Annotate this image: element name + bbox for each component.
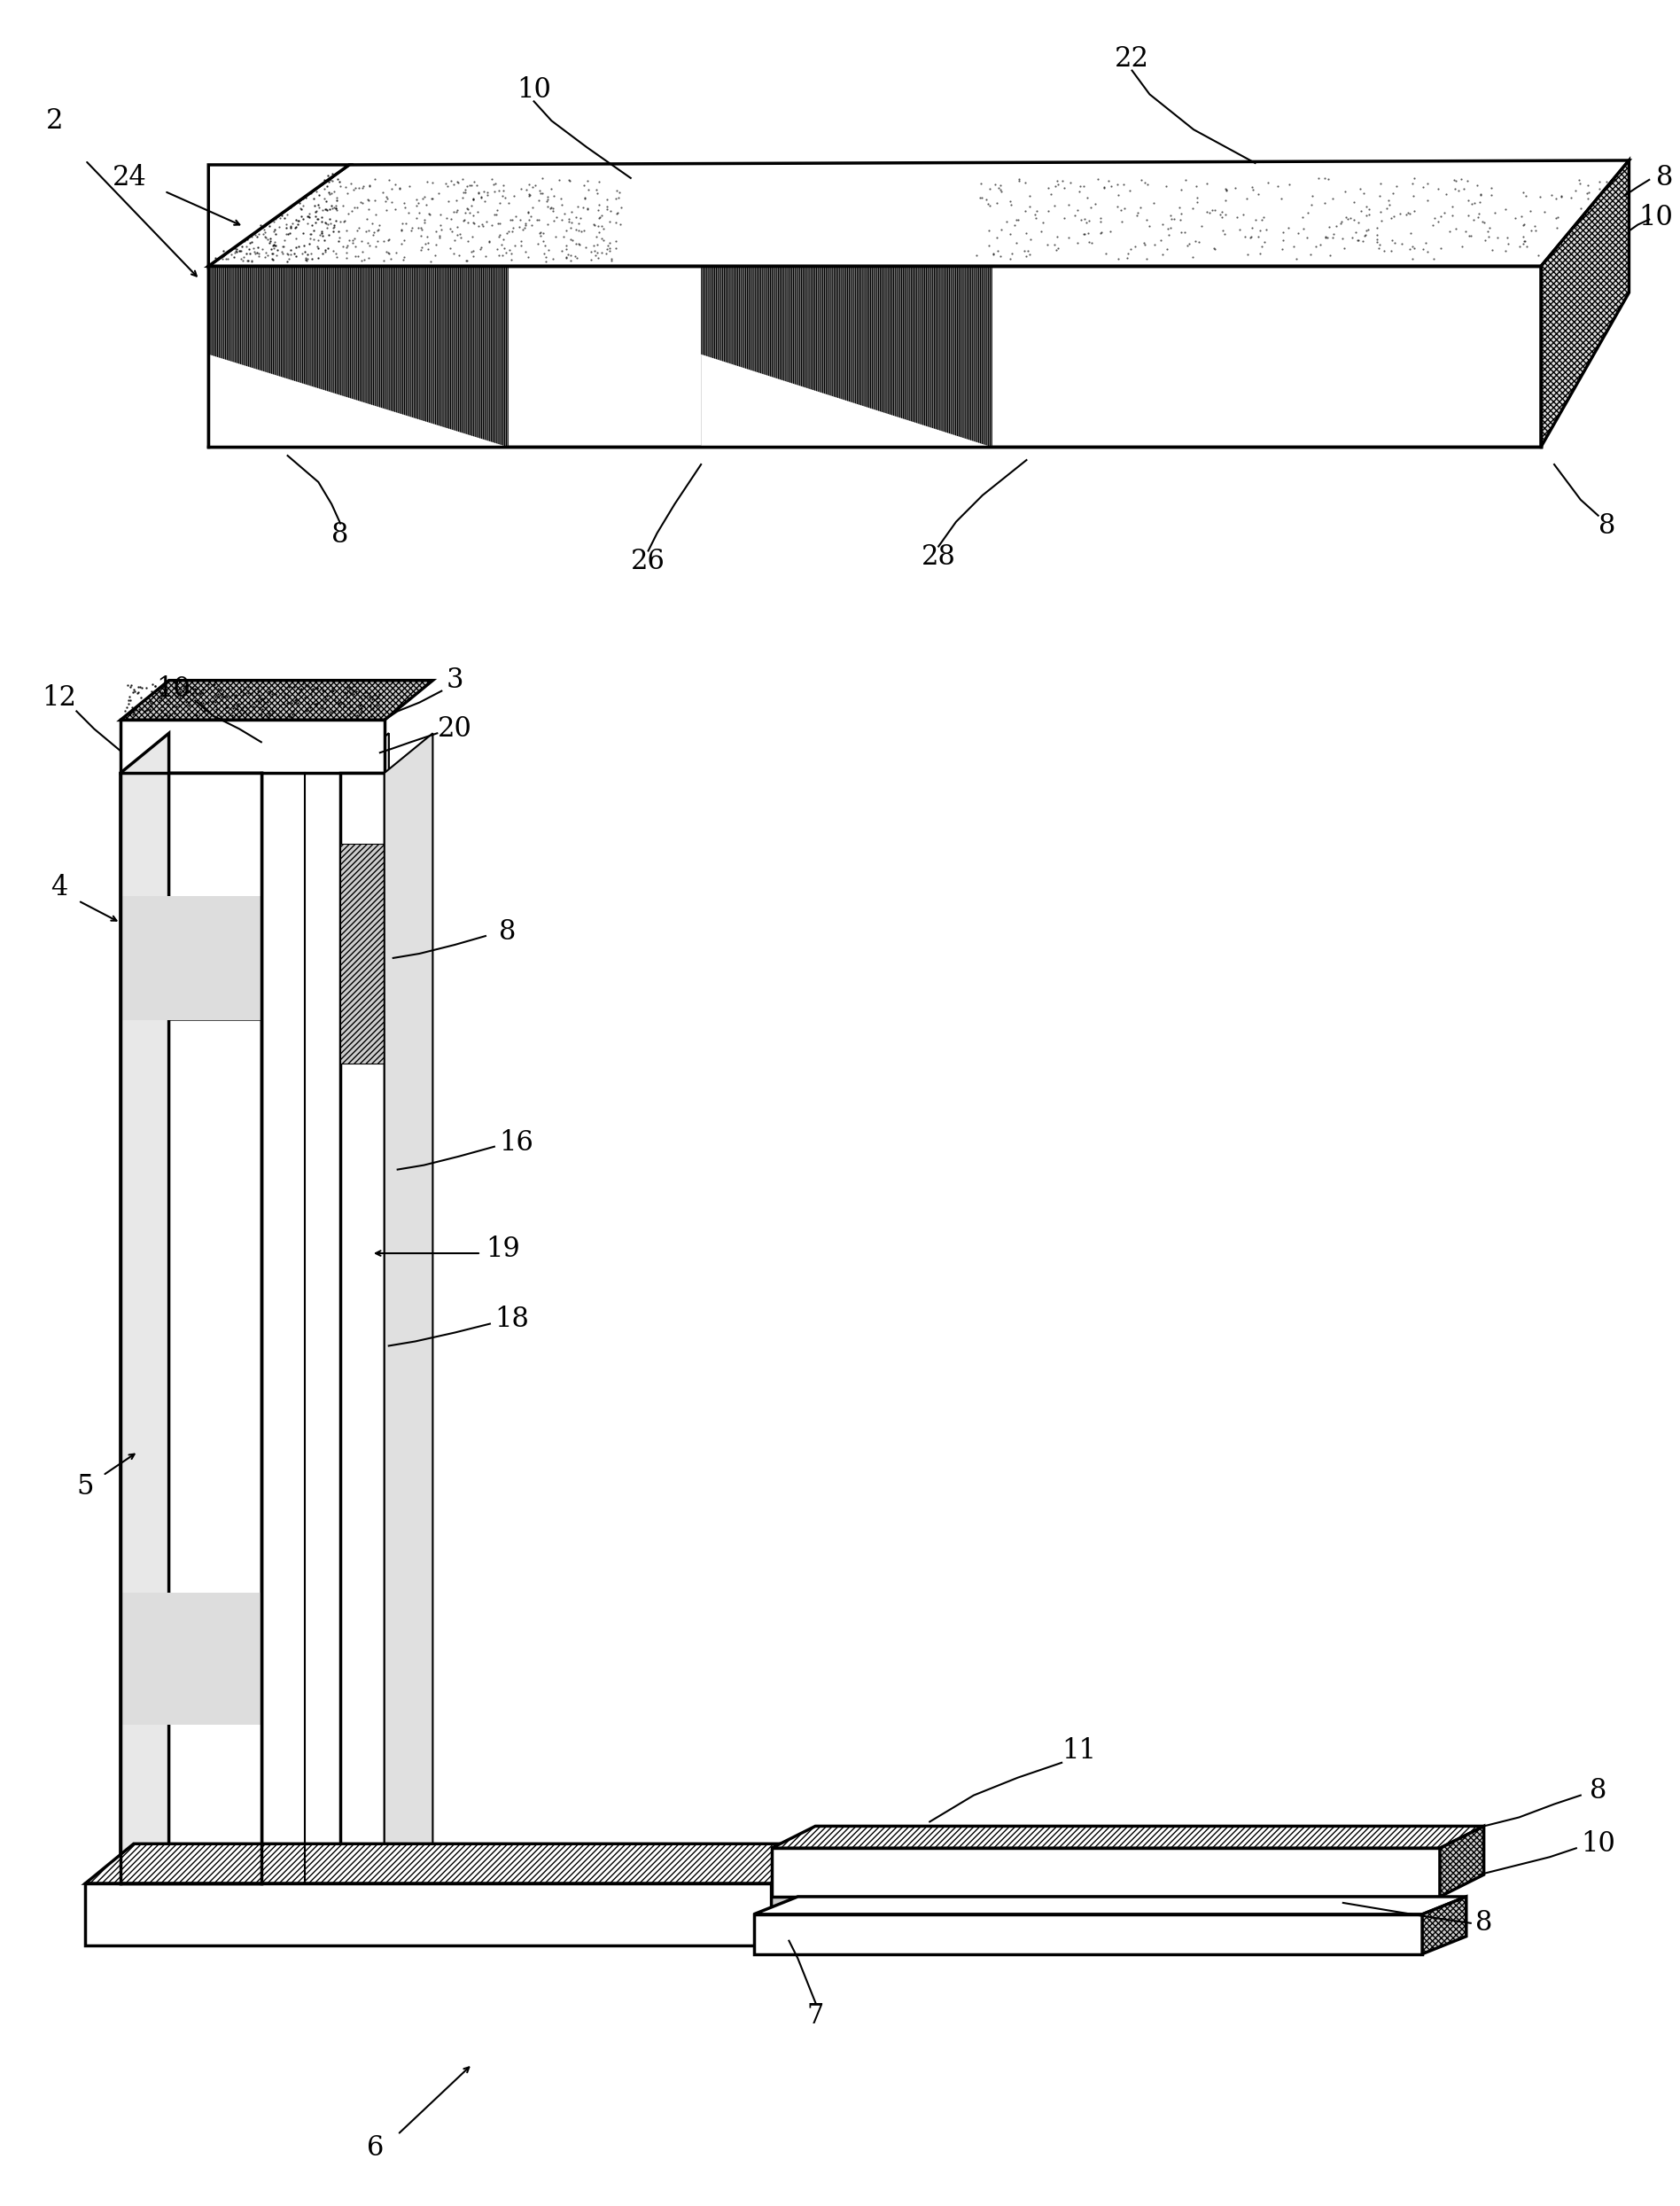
Text: 8: 8	[333, 521, 349, 549]
Polygon shape	[341, 843, 385, 1063]
Polygon shape	[1541, 161, 1630, 448]
Polygon shape	[121, 772, 260, 1019]
Text: 7: 7	[806, 2001, 823, 2030]
Text: 20: 20	[437, 715, 472, 743]
Polygon shape	[121, 679, 433, 719]
Text: 28: 28	[921, 543, 956, 571]
Text: 10: 10	[1581, 1831, 1616, 1857]
Text: 5: 5	[77, 1474, 94, 1500]
Polygon shape	[121, 1637, 260, 1884]
Text: 8: 8	[1475, 1910, 1492, 1937]
Polygon shape	[86, 1844, 820, 1884]
Text: 19: 19	[486, 1235, 521, 1262]
Text: 22: 22	[1116, 46, 1149, 73]
Polygon shape	[208, 267, 507, 448]
Text: 24: 24	[113, 163, 146, 192]
Polygon shape	[121, 719, 385, 772]
Polygon shape	[385, 1844, 820, 1884]
Polygon shape	[385, 732, 433, 1884]
Text: 8: 8	[1656, 163, 1673, 192]
Polygon shape	[701, 355, 991, 448]
Text: 8: 8	[1589, 1778, 1606, 1805]
Polygon shape	[1423, 1897, 1467, 1955]
Polygon shape	[1440, 1827, 1483, 1897]
Text: 10: 10	[517, 77, 551, 104]
Polygon shape	[771, 1844, 820, 1946]
Polygon shape	[771, 1827, 1483, 1849]
Text: 4: 4	[50, 874, 67, 902]
Polygon shape	[208, 267, 1541, 448]
Polygon shape	[121, 772, 260, 1884]
Text: 3: 3	[447, 666, 464, 695]
Polygon shape	[341, 732, 388, 1884]
Polygon shape	[385, 732, 433, 1884]
Polygon shape	[341, 732, 388, 1884]
Text: 26: 26	[632, 547, 665, 576]
Text: 18: 18	[494, 1306, 529, 1332]
Text: 2: 2	[45, 108, 64, 135]
Text: 10: 10	[1638, 203, 1673, 232]
Text: 16: 16	[499, 1129, 534, 1156]
Polygon shape	[754, 1897, 1467, 1915]
Polygon shape	[86, 1884, 771, 1946]
Polygon shape	[208, 355, 507, 448]
Text: 6: 6	[366, 2133, 385, 2162]
Text: 12: 12	[42, 684, 76, 713]
Polygon shape	[121, 896, 260, 1019]
Polygon shape	[771, 1849, 1440, 1897]
Polygon shape	[121, 732, 170, 1884]
Polygon shape	[701, 267, 991, 448]
Text: 11: 11	[1062, 1738, 1097, 1765]
Text: 8: 8	[499, 918, 516, 946]
Polygon shape	[208, 161, 1630, 267]
Text: 8: 8	[1598, 512, 1616, 540]
Polygon shape	[121, 1593, 260, 1725]
Polygon shape	[341, 772, 385, 1884]
Text: 10: 10	[156, 675, 190, 704]
Polygon shape	[208, 165, 349, 267]
Polygon shape	[754, 1915, 1423, 1955]
